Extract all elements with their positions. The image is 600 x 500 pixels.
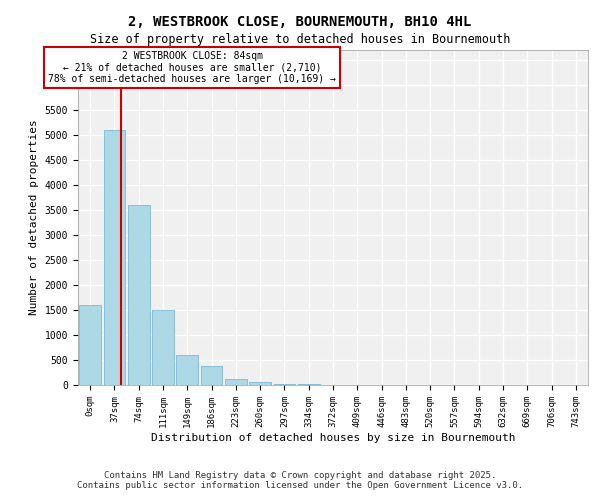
Bar [176, 355, 198, 385]
Bar [298, 384, 320, 385]
Bar [200, 366, 223, 385]
Text: Contains HM Land Registry data © Crown copyright and database right 2025.
Contai: Contains HM Land Registry data © Crown c… [77, 470, 523, 490]
Bar [104, 130, 125, 385]
Bar [274, 384, 295, 385]
Text: Size of property relative to detached houses in Bournemouth: Size of property relative to detached ho… [90, 32, 510, 46]
Bar [322, 384, 344, 385]
Bar [128, 205, 149, 385]
Bar [225, 379, 247, 385]
Bar [79, 305, 101, 385]
Text: 2, WESTBROOK CLOSE, BOURNEMOUTH, BH10 4HL: 2, WESTBROOK CLOSE, BOURNEMOUTH, BH10 4H… [128, 15, 472, 29]
X-axis label: Distribution of detached houses by size in Bournemouth: Distribution of detached houses by size … [151, 432, 515, 442]
Text: 2 WESTBROOK CLOSE: 84sqm
← 21% of detached houses are smaller (2,710)
78% of sem: 2 WESTBROOK CLOSE: 84sqm ← 21% of detach… [48, 51, 336, 84]
Bar [152, 310, 174, 385]
Bar [249, 382, 271, 385]
Y-axis label: Number of detached properties: Number of detached properties [29, 120, 39, 316]
